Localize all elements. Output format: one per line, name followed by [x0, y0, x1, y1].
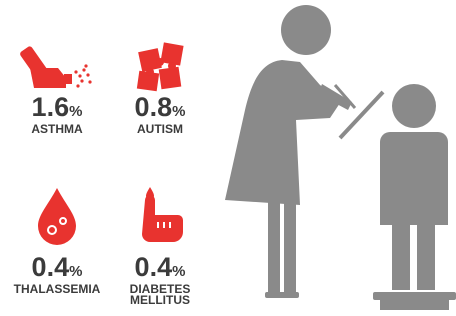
- stat-label: ASTHMA: [31, 122, 83, 136]
- stat-label: THALASSEMIA: [14, 282, 101, 296]
- thalassemia-icon: [38, 188, 76, 245]
- stat-value: 0.4%: [135, 252, 186, 282]
- page: {"items": [ {"value": "1.6", "unit": "%"…: [0, 0, 456, 316]
- value: 0.8: [135, 92, 173, 122]
- asthma-icon: [19, 45, 92, 88]
- nurse-figure: [225, 5, 383, 298]
- value: 0.4: [32, 252, 70, 282]
- infographic: 1.6%ASTHMA0.8%AUTISM0.4%THALASSEMIA0.4%D…: [0, 0, 456, 316]
- autism-icon: [137, 42, 184, 91]
- unit: %: [172, 263, 185, 280]
- value: 1.6: [32, 92, 70, 122]
- child-figure: [373, 84, 456, 310]
- stat-value: 1.6%: [32, 92, 83, 122]
- stat-label: AUTISM: [137, 122, 183, 136]
- unit: %: [69, 103, 82, 120]
- unit: %: [69, 263, 82, 280]
- diabetes-icon: [142, 187, 183, 242]
- stat-value: 0.4%: [32, 252, 83, 282]
- stat-value: 0.8%: [135, 92, 186, 122]
- stat-label: MELLITUS: [130, 293, 190, 307]
- value: 0.4: [135, 252, 173, 282]
- unit: %: [172, 103, 185, 120]
